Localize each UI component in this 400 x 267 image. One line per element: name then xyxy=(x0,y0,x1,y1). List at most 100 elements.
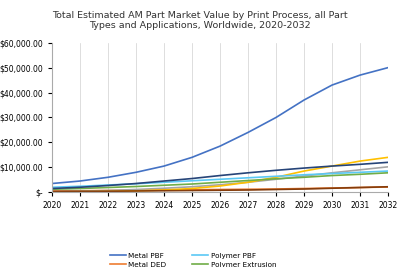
Metal DED xyxy=(50,189,54,193)
Metal PBF xyxy=(302,99,306,102)
Polymer Vat Photopolymerization xyxy=(358,163,362,166)
Metal PBF xyxy=(134,171,138,174)
Metal PBF xyxy=(274,116,278,119)
Metal Extrusion xyxy=(162,189,166,192)
Polymer Extrusion xyxy=(246,179,250,182)
Metal Extrusion xyxy=(190,187,194,190)
Polymer Extrusion xyxy=(106,186,110,189)
Metal PBF xyxy=(330,84,334,87)
Polymer PBF xyxy=(274,175,278,178)
Polymer Vat Photopolymerization xyxy=(302,166,306,170)
Polymer Extrusion xyxy=(330,174,334,177)
Metal Extrusion xyxy=(330,164,334,168)
Line: Metal Extrusion: Metal Extrusion xyxy=(52,157,388,192)
Polymer PBF xyxy=(330,172,334,175)
Metal PBF xyxy=(386,66,390,69)
Metal Extrusion xyxy=(218,184,222,188)
Line: Polymer Extrusion: Polymer Extrusion xyxy=(52,173,388,189)
Metal DED xyxy=(302,187,306,190)
Line: Polymer Jetting: Polymer Jetting xyxy=(52,187,388,191)
Polymer Jetting xyxy=(330,187,334,190)
Line: Metal PBF: Metal PBF xyxy=(52,68,388,183)
Polymer PBF xyxy=(134,182,138,185)
Metal Binder Jet xyxy=(190,185,194,188)
Metal DED xyxy=(274,187,278,191)
Polymer Jetting xyxy=(274,188,278,191)
Line: Polymer Vat Photopolymerization: Polymer Vat Photopolymerization xyxy=(52,162,388,189)
Polymer Vat Photopolymerization xyxy=(330,164,334,168)
Polymer Extrusion xyxy=(218,181,222,184)
Metal Binder Jet xyxy=(134,188,138,191)
Polymer Extrusion xyxy=(386,171,390,174)
Metal PBF xyxy=(162,164,166,168)
Polymer Extrusion xyxy=(134,185,138,188)
Polymer Jetting xyxy=(190,189,194,192)
Text: Total Estimated AM Part Market Value by Print Process, all Part
Types and Applic: Total Estimated AM Part Market Value by … xyxy=(52,11,348,30)
Metal PBF xyxy=(246,131,250,134)
Polymer Vat Photopolymerization xyxy=(162,179,166,183)
Polymer Jetting xyxy=(50,190,54,193)
Polymer Vat Photopolymerization xyxy=(246,171,250,174)
Metal PBF xyxy=(358,73,362,77)
Metal Extrusion xyxy=(134,189,138,193)
Polymer Extrusion xyxy=(190,182,194,186)
Metal PBF xyxy=(218,144,222,148)
Metal DED xyxy=(106,189,110,192)
Polymer PBF xyxy=(78,185,82,188)
Legend: Metal PBF, Metal DED, Metal Binder Jet, Metal Extrusion, Polymer PBF, Polymer Ex: Metal PBF, Metal DED, Metal Binder Jet, … xyxy=(110,253,330,267)
Polymer Jetting xyxy=(358,186,362,189)
Polymer PBF xyxy=(190,179,194,182)
Polymer Vat Photopolymerization xyxy=(106,184,110,187)
Metal PBF xyxy=(190,156,194,159)
Line: Metal Binder Jet: Metal Binder Jet xyxy=(52,167,388,192)
Metal Binder Jet xyxy=(358,168,362,171)
Polymer PBF xyxy=(218,178,222,181)
Polymer Extrusion xyxy=(302,176,306,179)
Line: Polymer PBF: Polymer PBF xyxy=(52,171,388,187)
Polymer Jetting xyxy=(302,187,306,191)
Metal DED xyxy=(386,185,390,189)
Polymer Jetting xyxy=(106,190,110,193)
Metal DED xyxy=(78,189,82,192)
Metal Binder Jet xyxy=(386,165,390,168)
Metal Extrusion xyxy=(78,190,82,193)
Polymer PBF xyxy=(246,176,250,179)
Polymer PBF xyxy=(302,173,306,176)
Polymer Vat Photopolymerization xyxy=(134,182,138,185)
Polymer Extrusion xyxy=(50,188,54,191)
Polymer Extrusion xyxy=(162,184,166,187)
Polymer Vat Photopolymerization xyxy=(274,169,278,172)
Polymer Vat Photopolymerization xyxy=(386,161,390,164)
Metal Binder Jet xyxy=(50,190,54,193)
Polymer Jetting xyxy=(386,185,390,188)
Metal DED xyxy=(134,189,138,192)
Metal Extrusion xyxy=(358,159,362,163)
Metal Binder Jet xyxy=(106,189,110,192)
Metal Extrusion xyxy=(50,190,54,194)
Polymer Vat Photopolymerization xyxy=(50,187,54,190)
Polymer Vat Photopolymerization xyxy=(218,174,222,177)
Metal DED xyxy=(358,186,362,189)
Polymer Extrusion xyxy=(358,173,362,176)
Polymer Jetting xyxy=(78,190,82,193)
Metal Binder Jet xyxy=(246,181,250,184)
Metal Extrusion xyxy=(246,181,250,184)
Polymer Jetting xyxy=(246,189,250,192)
Metal DED xyxy=(246,188,250,191)
Polymer Extrusion xyxy=(274,177,278,180)
Metal Binder Jet xyxy=(218,183,222,186)
Metal PBF xyxy=(50,182,54,185)
Polymer PBF xyxy=(162,181,166,184)
Metal Binder Jet xyxy=(330,171,334,174)
Polymer Extrusion xyxy=(78,187,82,190)
Metal Binder Jet xyxy=(274,178,278,181)
Polymer PBF xyxy=(386,170,390,173)
Polymer Jetting xyxy=(162,189,166,192)
Metal Extrusion xyxy=(386,156,390,159)
Metal PBF xyxy=(106,176,110,179)
Metal Extrusion xyxy=(106,190,110,193)
Metal DED xyxy=(162,189,166,192)
Metal Binder Jet xyxy=(302,174,306,178)
Polymer Jetting xyxy=(218,189,222,192)
Polymer PBF xyxy=(50,186,54,189)
